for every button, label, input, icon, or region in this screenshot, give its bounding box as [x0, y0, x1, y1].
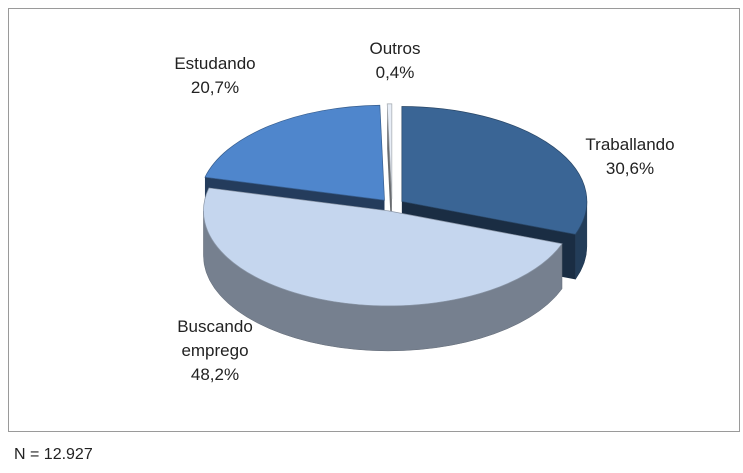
note: N = 12.927: [14, 446, 93, 463]
slice: [386, 103, 393, 199]
slice-label: Estudando: [174, 54, 256, 73]
slice-side: [387, 103, 392, 244]
slice: [401, 106, 588, 235]
chart-frame: [8, 8, 740, 432]
slice-label: Outros: [369, 39, 421, 58]
slice: [203, 187, 563, 307]
slice-value-label: 0,4%: [375, 63, 415, 82]
slice-value-label: 20,7%: [190, 78, 240, 97]
slice-label: Traballando: [585, 135, 675, 154]
slice: [204, 104, 385, 201]
slice-value-label: 48,2%: [190, 365, 240, 384]
slice-value-label: 30,6%: [605, 159, 655, 178]
slice-label: Buscando emprego: [177, 317, 253, 360]
